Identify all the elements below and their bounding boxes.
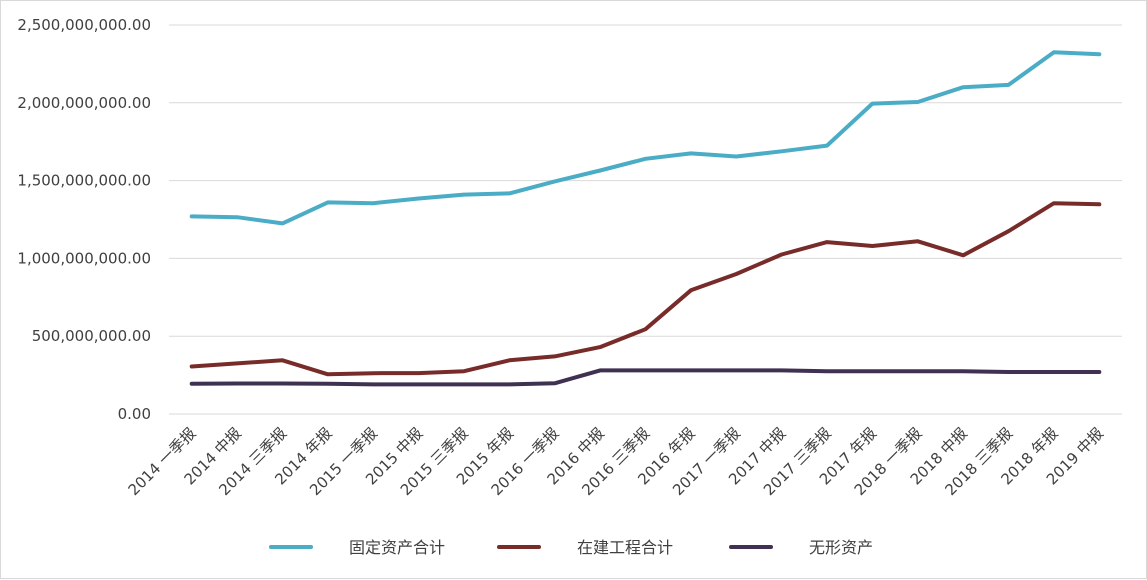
y-tick-label: 2,500,000,000.00 (17, 16, 151, 34)
y-axis-tick-labels: 0.00 500,000,000.00 1,000,000,000.00 1,500,… (17, 16, 151, 423)
series-line-2 (189, 201, 1102, 377)
series-lines (189, 50, 1102, 387)
legend-label-1: 固定资产合计 (349, 538, 445, 557)
legend-label-2: 在建工程合计 (577, 538, 673, 557)
legend-label-3: 无形资产 (809, 538, 873, 557)
legend: 固定资产合计 在建工程合计 无形资产 (269, 538, 873, 557)
y-tick-label: 0.00 (118, 405, 151, 423)
series-line-1 (189, 50, 1102, 226)
gridlines (169, 24, 1122, 415)
y-tick-label: 1,000,000,000.00 (17, 249, 151, 267)
y-tick-label: 1,500,000,000.00 (17, 172, 151, 190)
x-tick-label: 2014 一季报 (125, 424, 200, 499)
y-tick-label: 500,000,000.00 (32, 327, 151, 345)
y-tick-label: 2,000,000,000.00 (17, 94, 151, 112)
series-line-3 (189, 368, 1102, 387)
